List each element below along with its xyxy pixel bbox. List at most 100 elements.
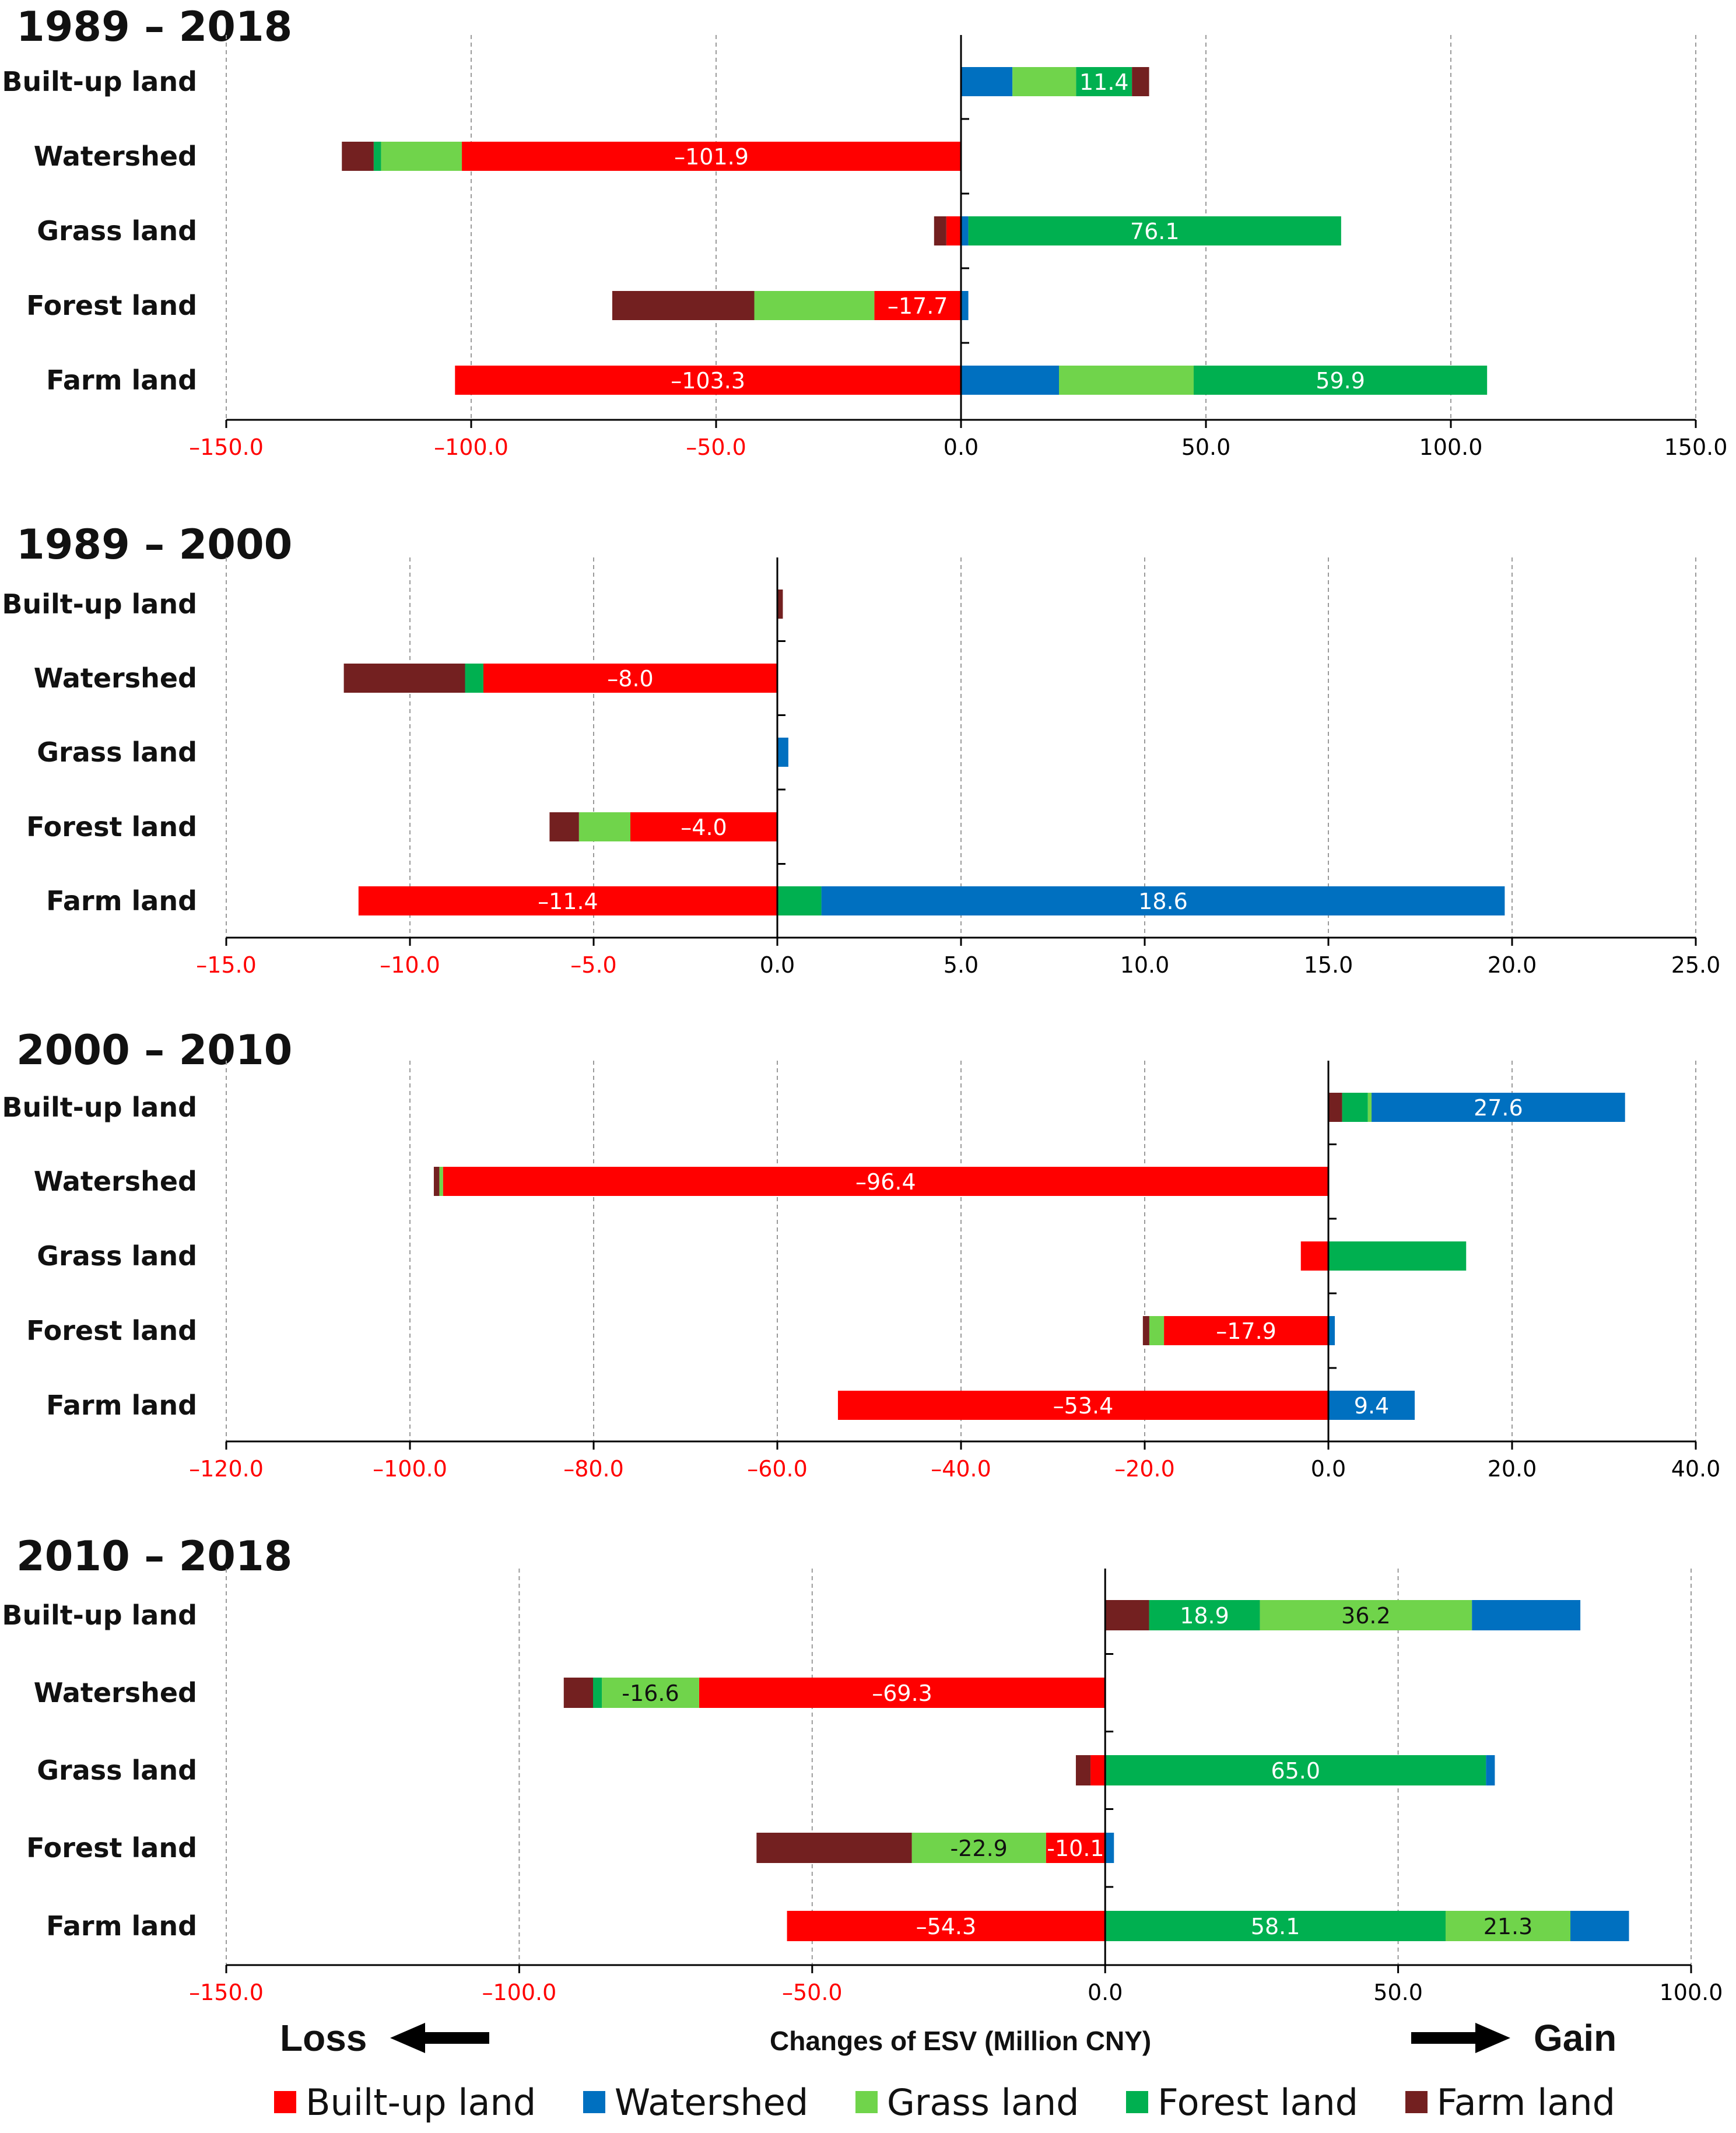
panel-4-category-watershed: Watershed [34, 1677, 197, 1708]
panel-4-tick-label: 50.0 [1373, 1980, 1423, 2005]
panel-3-bar-built-up-land-forest-land [1342, 1093, 1368, 1122]
panel-4-bar-grass-land-watershed [1486, 1755, 1495, 1785]
panel-1-bar-grass-land-watershed [961, 216, 969, 245]
panel-1-bar-watershed-farm-land [342, 142, 374, 171]
panel-2-category-watershed: Watershed [34, 662, 197, 694]
panel-4-bar-built-up-land-grass-land [1260, 1600, 1472, 1630]
panel-4-bar-watershed-grass-land-label: -16.6 [622, 1681, 679, 1706]
panel-1-title: 1989 – 2018 [16, 3, 292, 51]
panel-4-tick-label: 0.0 [1088, 1980, 1123, 2005]
panel-1-category-built-up-land: Built-up land [2, 66, 197, 97]
panel-2-tick-label: 10.0 [1120, 952, 1170, 978]
panel-4-bar-watershed-grass-land [602, 1678, 699, 1708]
panel-4-bar-forest-land-built-up-land [1046, 1833, 1106, 1863]
panel-4-bar-farm-land-forest-land [1105, 1911, 1446, 1941]
panel-1-bar-farm-land-grass-land [1059, 366, 1194, 395]
loss-label: Loss [280, 2017, 367, 2059]
panel-3-tick-label: 0.0 [1311, 1456, 1346, 1482]
panel-1-category-farm-land: Farm land [46, 364, 197, 396]
panel-4-bar-built-up-land-watershed [1472, 1600, 1581, 1630]
panel-2-bar-farm-land-watershed [821, 886, 1505, 915]
panel-2-tick-label: 15.0 [1304, 952, 1353, 978]
panel-2-bar-watershed-built-up-land [483, 664, 777, 693]
panel-1-bar-grass-land-built-up-land [946, 216, 961, 245]
panel-2-bar-watershed-farm-land [343, 664, 465, 693]
gain-label: Gain [1534, 2017, 1617, 2059]
panel-2-bar-grass-land-watershed [777, 738, 788, 767]
panel-4-bar-built-up-land-grass-land-label: 36.2 [1341, 1603, 1391, 1629]
panel-3-bar-grass-land-forest-land [1328, 1241, 1467, 1271]
panel-1-tick-label: –150.0 [189, 434, 264, 460]
panel-3-bar-forest-land-farm-land [1142, 1316, 1149, 1345]
panel-2-bar-forest-land-grass-land [578, 812, 630, 841]
panel-1-bar-farm-land-forest-land-label: 59.9 [1316, 368, 1365, 394]
panel-3-category-forest-land: Forest land [26, 1315, 197, 1346]
panel-4-bar-built-up-land-forest-land [1149, 1600, 1260, 1630]
panel-2-tick-label: 0.0 [760, 952, 795, 978]
panel-4-bar-watershed-farm-land [563, 1678, 594, 1708]
panel-4-bar-forest-land-grass-land [911, 1833, 1046, 1863]
panel-2-category-grass-land: Grass land [37, 736, 197, 768]
panel-3-bar-built-up-land-grass-land [1367, 1093, 1372, 1122]
panel-3-bar-watershed-farm-land [433, 1167, 440, 1196]
panel-4-tick-label: 100.0 [1660, 1980, 1723, 2005]
panel-4-tick-label: –100.0 [482, 1980, 557, 2005]
panel-3-bar-built-up-land-watershed [1372, 1093, 1625, 1122]
panel-4-bar-built-up-land-forest-land-label: 18.9 [1180, 1603, 1229, 1629]
panel-1-bar-built-up-land-grass-land [1012, 67, 1076, 96]
panel-1-category-watershed: Watershed [34, 141, 197, 172]
panel-3-bar-grass-land-built-up-land [1300, 1241, 1328, 1271]
panel-1-bar-watershed-grass-land [381, 142, 462, 171]
legend-swatch-built-up-land [274, 2091, 296, 2113]
legend-label-forest-land: Forest land [1158, 2081, 1359, 2124]
panel-4-category-built-up-land: Built-up land [2, 1599, 197, 1631]
panel-1-tick-label: 50.0 [1181, 434, 1231, 460]
legend-label-built-up-land: Built-up land [306, 2081, 536, 2124]
panel-3-tick-label: –20.0 [1114, 1456, 1175, 1482]
panel-2-title: 1989 – 2000 [16, 521, 292, 569]
legend-item-farm-land: Farm land [1405, 2081, 1615, 2124]
panel-4-bar-farm-land-built-up-land [787, 1911, 1106, 1941]
panel-1-bar-built-up-land-watershed [961, 67, 1013, 96]
panel-2-bar-watershed-built-up-land-label: –8.0 [607, 666, 653, 692]
arrow-right-icon [1411, 2023, 1510, 2053]
legend-item-grass-land: Grass land [855, 2081, 1079, 2124]
panel-3-bar-watershed-built-up-land [443, 1167, 1329, 1196]
panel-1-tick-label: –100.0 [434, 434, 508, 460]
legend-swatch-watershed [583, 2091, 605, 2113]
panel-1-tick-label: 150.0 [1664, 434, 1728, 460]
legend-item-built-up-land: Built-up land [274, 2081, 536, 2124]
legend-swatch-forest-land [1126, 2091, 1149, 2113]
panel-1-bar-built-up-land-farm-land [1132, 67, 1149, 96]
panel-1-bar-forest-land-built-up-land [874, 291, 961, 320]
panel-3-tick-label: 20.0 [1488, 1456, 1537, 1482]
panel-3-bar-forest-land-grass-land [1149, 1316, 1165, 1345]
panel-2-tick-label: 5.0 [944, 952, 979, 978]
panel-2-tick-label: 25.0 [1671, 952, 1721, 978]
panel-2-tick-label: 20.0 [1488, 952, 1537, 978]
panel-1-category-grass-land: Grass land [37, 215, 197, 247]
panel-4-bar-grass-land-built-up-land [1090, 1755, 1106, 1785]
legend-item-watershed: Watershed [583, 2081, 808, 2124]
panel-2-bar-farm-land-built-up-land-label: –11.4 [538, 889, 598, 914]
panel-2-bar-farm-land-watershed-label: 18.6 [1138, 889, 1188, 914]
panel-2-tick-label: –10.0 [380, 952, 440, 978]
panel-2-bar-farm-land-built-up-land [358, 886, 777, 915]
panel-2-bar-forest-land-farm-land [549, 812, 579, 841]
panel-1-bar-built-up-land-forest-land [1076, 67, 1132, 96]
panel-2-category-forest-land: Forest land [26, 811, 197, 843]
panel-3-bar-watershed-built-up-land-label: –96.4 [855, 1169, 916, 1195]
panel-4-bar-forest-land-farm-land [756, 1833, 912, 1863]
panel-1-category-forest-land: Forest land [26, 290, 197, 321]
panel-3-tick-label: –100.0 [373, 1456, 447, 1482]
panel-4-tick-label: –50.0 [782, 1980, 843, 2005]
panel-4-bar-farm-land-built-up-land-label: –54.3 [916, 1914, 977, 1939]
panel-4-tick-label: –150.0 [189, 1980, 264, 2005]
panel-2-bar-forest-land-built-up-land-label: –4.0 [681, 815, 727, 840]
panel-3-tick-label: –80.0 [563, 1456, 624, 1482]
legend-label-farm-land: Farm land [1436, 2081, 1615, 2124]
panel-1-bar-forest-land-built-up-land-label: –17.7 [888, 293, 948, 319]
panel-4-bar-farm-land-watershed [1570, 1911, 1629, 1941]
panel-3-bar-forest-land-watershed [1328, 1316, 1335, 1345]
